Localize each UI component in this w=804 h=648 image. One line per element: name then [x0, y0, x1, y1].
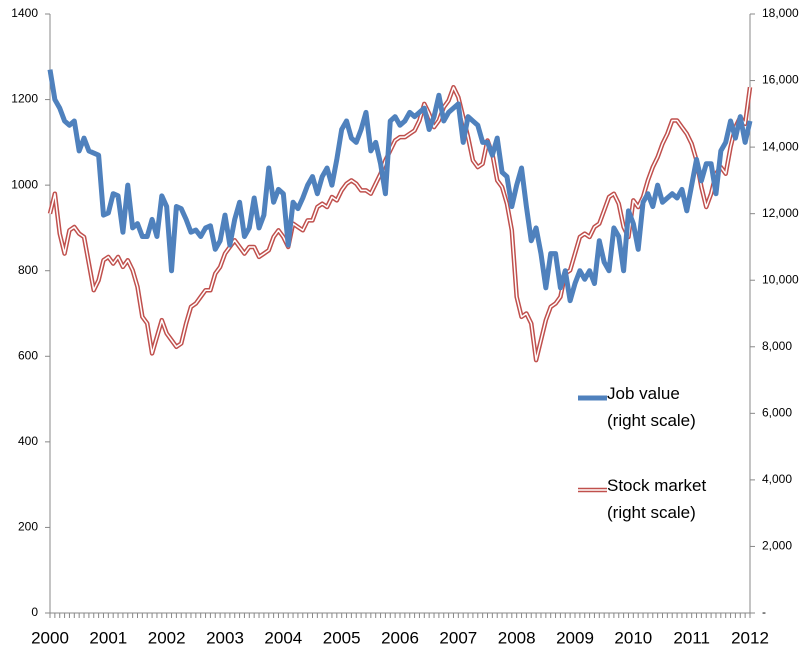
- y2-tick-label: 8,000: [762, 339, 792, 353]
- legend-label: Job value (right scale): [607, 384, 696, 430]
- y2-tick-label: 12,000: [762, 206, 799, 220]
- y-tick-label: 800: [18, 263, 38, 277]
- x-tick-label: 2003: [206, 628, 244, 647]
- y-tick-label: 400: [18, 434, 38, 448]
- y2-tick-label: 6,000: [762, 406, 792, 420]
- x-tick-label: 2006: [381, 628, 419, 647]
- x-tick-label: 2000: [31, 628, 69, 647]
- y-tick-label: 1400: [11, 6, 38, 20]
- series-line: [47, 69, 753, 304]
- y-tick-label: 0: [31, 605, 38, 619]
- y2-tick-label: 18,000: [762, 6, 799, 20]
- y2-tick-label: -: [762, 605, 766, 619]
- x-tick-label: 2002: [148, 628, 186, 647]
- x-tick-label: 2010: [614, 628, 652, 647]
- x-tick-label: 2012: [731, 628, 769, 647]
- y2-tick-label: 14,000: [762, 139, 799, 153]
- x-tick-label: 2007: [439, 628, 477, 647]
- x-tick-label: 2008: [498, 628, 536, 647]
- y2-tick-label: 10,000: [762, 272, 799, 286]
- x-tick-label: 2005: [323, 628, 361, 647]
- y-tick-label: 600: [18, 348, 38, 362]
- y2-tick-label: 16,000: [762, 73, 799, 87]
- legend-label: Stock market (right scale): [607, 476, 707, 522]
- x-tick-label: 2011: [673, 628, 710, 647]
- y2-tick-label: 4,000: [762, 472, 792, 486]
- x-tick-label: 2004: [264, 628, 302, 647]
- y-tick-label: 1200: [11, 92, 38, 106]
- y2-tick-label: 2,000: [762, 539, 792, 553]
- x-tick-label: 2009: [556, 628, 594, 647]
- y-tick-label: 1000: [11, 177, 38, 191]
- y-tick-label: 200: [18, 520, 38, 534]
- series-line-inner: [49, 86, 751, 361]
- x-tick-label: 2001: [89, 628, 127, 647]
